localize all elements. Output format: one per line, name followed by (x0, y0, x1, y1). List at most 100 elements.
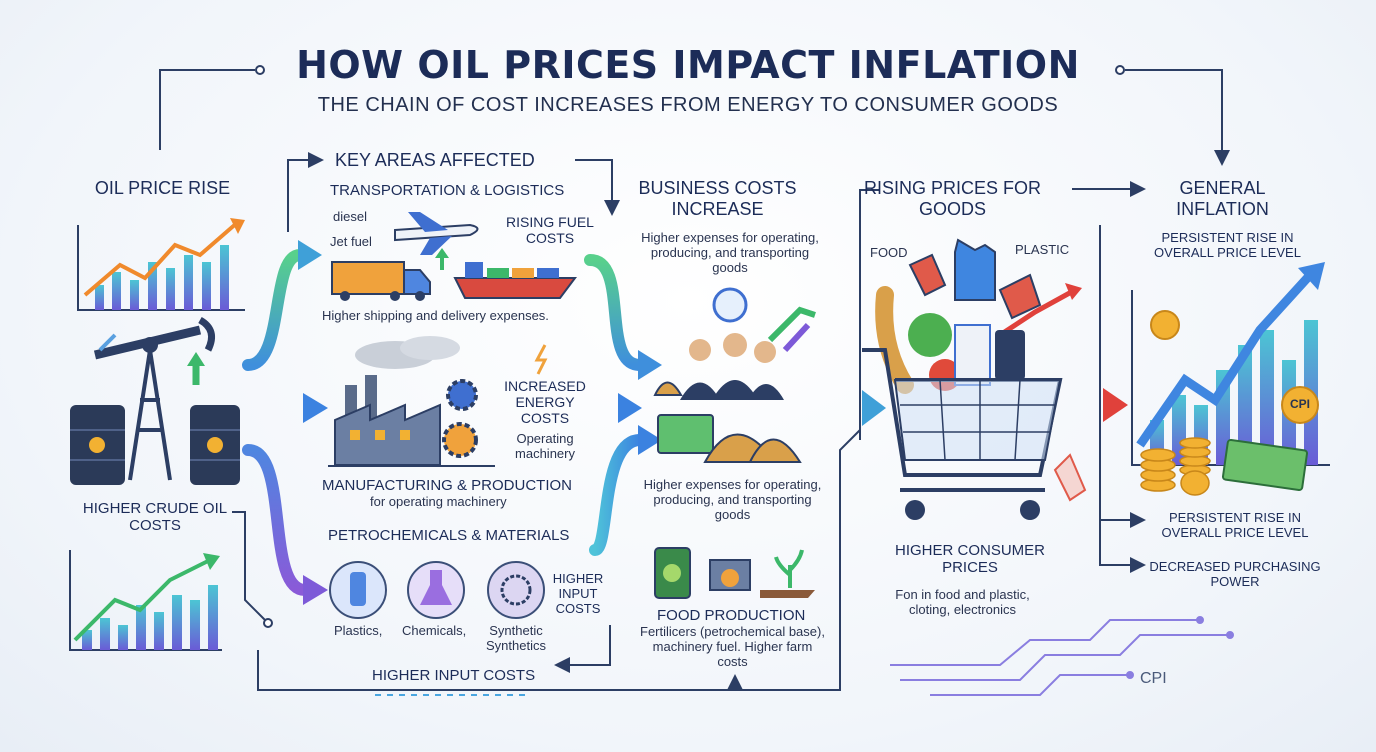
shopping-cart-icon (862, 238, 1087, 520)
arrow-heads-part (1103, 388, 1128, 422)
inflation-chart-icon-part-part (1179, 437, 1211, 449)
arrow-heads-part (638, 350, 662, 380)
goods-tag: FOOD (870, 245, 908, 260)
input-effect: HIGHER INPUT COSTS (552, 571, 604, 616)
goods-tag: PLASTIC (1015, 242, 1070, 257)
flow-arrows-part (242, 444, 311, 596)
areas-footer: HIGHER INPUT COSTS (372, 667, 536, 684)
transport-icons-part (512, 268, 534, 278)
inflation-note: PERSISTENT RISE IN OVERALL PRICE LEVEL (1154, 230, 1301, 260)
transport-icons-part (537, 268, 559, 278)
business-icons-part (657, 414, 714, 454)
farm-icons-part (721, 569, 739, 587)
oil-pump-icon-part (70, 429, 240, 461)
shopping-cart-icon-part (875, 286, 914, 394)
connector-lines (159, 65, 1230, 691)
inflation-chart-icon-part (1260, 330, 1274, 465)
business-note: Higher expenses for operating, producing… (641, 230, 819, 275)
inflation-chart-icon-part (1136, 271, 1314, 448)
connector-lines-part (540, 674, 743, 691)
material-label: Chemicals, (402, 623, 467, 638)
inflation-chart-icon (1131, 262, 1330, 496)
farm-icons-part (663, 564, 681, 582)
arrow-heads-part (298, 240, 322, 270)
business-icons-part (782, 322, 811, 353)
oil-caption: HIGHER CRUDE OIL COSTS (82, 500, 228, 535)
transport-icons-part (394, 223, 479, 242)
oil-pump-icon-part (207, 437, 223, 453)
transport-icons-part (487, 268, 509, 278)
circuit-lines-part (1226, 631, 1234, 639)
transport-icons-part (453, 277, 577, 299)
business-icons-part (653, 381, 683, 396)
prices-caption: HIGHER CONSUMER PRICES (894, 542, 1045, 577)
inflation-chart-icon-part (1298, 262, 1325, 290)
transport-icons-part (340, 291, 350, 301)
price-chart-icon-part (202, 262, 211, 310)
flow-arrows (242, 249, 1111, 596)
shopping-cart-icon-part (900, 379, 1055, 461)
food-title: FOOD PRODUCTION (657, 607, 806, 624)
cost-chart-icon-part (73, 558, 211, 642)
factory-icon (328, 336, 548, 467)
transport-icons-part (415, 291, 425, 301)
cost-chart-icon-part (100, 618, 110, 650)
cost-chart-icon-part (172, 595, 182, 650)
arrow-heads-part (618, 393, 642, 423)
business-icons-part (754, 341, 776, 363)
oil-pump-icon-part (142, 337, 158, 353)
cpi-badge: CPI (1289, 397, 1310, 411)
subtitle: THE CHAIN OF COST INCREASES FROM ENERGY … (317, 94, 1059, 116)
factory-icon-part (442, 422, 478, 458)
transport-icons-part (331, 261, 405, 295)
transport-icons-part (435, 248, 449, 258)
arrow-heads (298, 240, 1128, 605)
business-icons-part (712, 287, 748, 323)
cost-chart-icon-part (82, 630, 92, 650)
price-chart-icon (77, 218, 245, 311)
circuit-lines-part (930, 674, 1130, 696)
connector-lines-part (257, 429, 861, 691)
prices-heading: RISING PRICES FOR GOODS (863, 178, 1042, 219)
business-icons-part (689, 339, 711, 361)
circuit-lines-part (1126, 671, 1134, 679)
cpi-footer: CPI (1140, 670, 1167, 687)
areas-heading: KEY AREAS AFFECTED (335, 150, 535, 170)
fuel-label: diesel (333, 209, 367, 224)
arrow-heads-part (303, 575, 328, 605)
shopping-cart-icon-part (893, 379, 1062, 461)
transport-icons-part (403, 269, 431, 295)
flow-arrows-part (589, 434, 646, 556)
material-icons-part (500, 574, 532, 606)
transport-icons-part (465, 262, 483, 278)
connector-lines-part (159, 69, 255, 150)
price-chart-icon-part (130, 280, 139, 310)
shopping-cart-icon-part (1065, 283, 1082, 300)
transport-note: Higher shipping and delivery expenses. (322, 308, 549, 323)
connector-lines-part (575, 159, 620, 216)
oil-heading: OIL PRICE RISE (94, 178, 231, 198)
arrow-heads-part (638, 425, 662, 455)
material-icons (329, 561, 545, 619)
factory-icon-part (400, 430, 410, 440)
food-note: Fertilicers (petrochemical base), machin… (640, 624, 825, 669)
material-label: Plastics, (334, 623, 383, 638)
flow-arrows-part (584, 254, 646, 371)
oil-pump-icon-part (198, 316, 216, 352)
oil-pump-icon-part (89, 437, 105, 453)
connector-lines-part (263, 618, 273, 628)
transport-icons-part (408, 212, 452, 255)
business-note: Higher expenses for operating, producing… (643, 477, 822, 522)
arrow-heads-part (862, 390, 886, 426)
energy-effect: INCREASED ENERGY COSTS (504, 378, 586, 427)
inflation-chart-icon-part-part (1140, 448, 1176, 462)
manufacturing-note: for operating machinery (370, 494, 507, 509)
business-icons-part (748, 438, 802, 463)
shopping-cart-icon-part (1020, 500, 1040, 520)
factory-icon-part (334, 403, 441, 466)
flow-arrows-part (242, 249, 306, 371)
connector-lines-part (1099, 225, 1146, 573)
